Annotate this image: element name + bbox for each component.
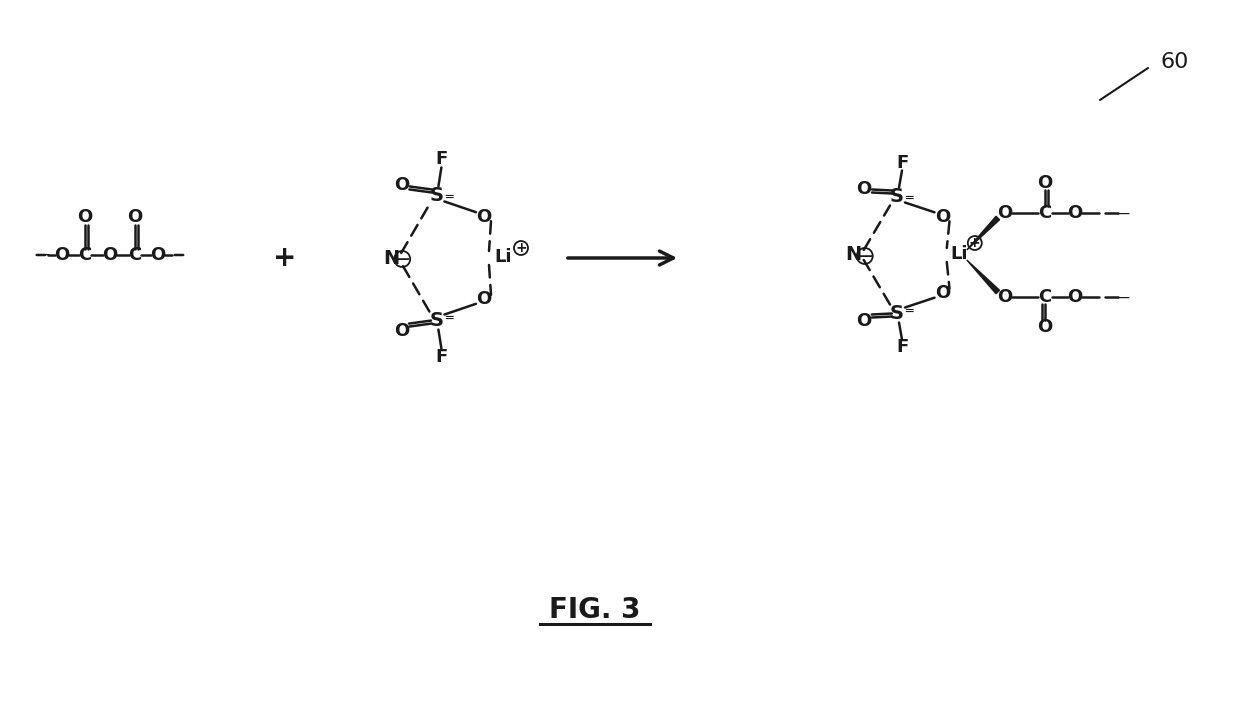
Text: O: O [857,313,872,330]
Text: O: O [128,208,143,226]
Text: O: O [77,208,93,226]
Text: O: O [1037,174,1053,192]
Text: C: C [1038,204,1052,222]
Text: +: + [968,236,981,250]
Text: —: — [1114,205,1130,220]
Text: —: — [1114,289,1130,304]
Polygon shape [967,216,999,250]
Text: ═: ═ [905,192,913,205]
Polygon shape [967,260,999,294]
Text: O: O [103,246,118,264]
Text: F: F [435,347,448,366]
Text: S: S [429,186,444,205]
Text: O: O [476,289,491,308]
Text: C: C [1038,288,1052,306]
Text: F: F [435,150,448,169]
Text: S: S [890,304,904,323]
Text: S: S [429,311,444,330]
Text: O: O [476,208,491,226]
Text: O: O [857,179,872,198]
Text: Li: Li [950,245,967,263]
Text: C: C [129,246,141,264]
Text: S: S [890,187,904,206]
Text: F: F [895,338,908,357]
Text: ═: ═ [445,191,453,204]
Text: ═: ═ [445,312,453,325]
Text: FIG. 3: FIG. 3 [549,596,641,624]
Text: O: O [1037,318,1053,336]
Text: O: O [55,246,69,264]
Text: ═: ═ [905,305,913,318]
Text: O: O [394,321,409,340]
Text: O: O [935,284,950,301]
Text: +: + [273,244,296,272]
Text: O: O [997,288,1012,306]
Text: F: F [895,153,908,172]
Text: C: C [78,246,92,264]
Text: 60: 60 [1159,52,1188,72]
Text: +: + [515,241,527,255]
Text: —: — [396,252,409,266]
Text: —: — [35,246,50,261]
Text: N: N [383,249,399,268]
Text: O: O [150,246,166,264]
Text: —: — [858,249,872,263]
Text: O: O [997,204,1012,222]
Text: O: O [1068,288,1083,306]
Text: O: O [394,176,409,194]
Text: Li: Li [495,248,512,266]
Text: N: N [846,246,862,265]
Text: O: O [1068,204,1083,222]
Text: O: O [935,208,950,227]
